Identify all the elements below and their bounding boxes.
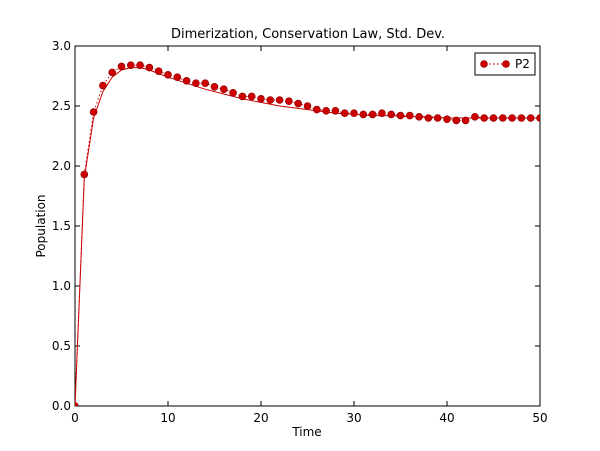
series-group bbox=[75, 61, 540, 406]
data-point bbox=[275, 96, 284, 104]
data-point bbox=[498, 114, 507, 122]
data-point bbox=[405, 111, 414, 120]
x-tick-label: 30 bbox=[346, 411, 361, 425]
data-point bbox=[136, 61, 144, 69]
data-point bbox=[285, 97, 293, 105]
x-tick-label: 20 bbox=[253, 411, 268, 425]
data-point bbox=[378, 109, 386, 117]
data-point bbox=[340, 109, 349, 117]
data-point bbox=[396, 111, 405, 120]
data-point bbox=[331, 107, 340, 115]
data-point bbox=[312, 105, 321, 114]
data-point bbox=[117, 62, 126, 71]
data-point bbox=[489, 114, 498, 122]
data-point bbox=[517, 114, 526, 122]
data-point bbox=[108, 68, 116, 77]
legend-marker-right bbox=[502, 60, 510, 68]
data-point bbox=[471, 113, 479, 121]
x-axis-ticks: 0 10 20 30 40 50 bbox=[71, 46, 548, 425]
y-tick-label: 3.0 bbox=[52, 39, 71, 53]
data-point bbox=[368, 110, 377, 119]
data-point bbox=[322, 107, 330, 115]
data-point bbox=[266, 96, 275, 104]
chart-title: Dimerization, Conservation Law, Std. Dev… bbox=[171, 27, 445, 42]
data-point bbox=[154, 67, 163, 75]
y-axis-ticks: 0.0 0.5 1.0 1.5 2.0 2.5 3.0 bbox=[52, 39, 540, 413]
x-tick-label: 50 bbox=[532, 411, 547, 425]
data-point bbox=[192, 79, 200, 87]
data-point bbox=[480, 114, 489, 122]
data-point bbox=[461, 116, 470, 125]
data-point bbox=[220, 85, 228, 93]
data-point bbox=[164, 71, 172, 79]
y-tick-label: 2.0 bbox=[52, 159, 71, 173]
legend: P2 bbox=[474, 52, 536, 76]
data-point bbox=[89, 108, 98, 116]
data-point bbox=[303, 102, 312, 110]
data-point bbox=[99, 81, 107, 90]
data-point bbox=[359, 110, 368, 119]
data-point bbox=[536, 114, 540, 122]
data-point bbox=[182, 77, 191, 85]
legend-marker-left bbox=[480, 60, 488, 68]
data-point bbox=[294, 99, 303, 108]
data-point bbox=[127, 61, 135, 69]
legend-label-p2: P2 bbox=[515, 57, 530, 71]
series-layer bbox=[75, 61, 540, 406]
data-point bbox=[526, 114, 535, 122]
y-tick-label: 0.0 bbox=[52, 399, 71, 413]
data-point bbox=[415, 113, 423, 121]
data-point bbox=[424, 114, 433, 122]
data-point bbox=[201, 79, 209, 87]
data-point bbox=[145, 63, 154, 72]
x-tick-label: 0 bbox=[71, 411, 79, 425]
data-point bbox=[238, 92, 247, 101]
y-axis-title: Population bbox=[34, 194, 48, 257]
y-tick-label: 1.5 bbox=[52, 219, 71, 233]
y-tick-label: 2.5 bbox=[52, 99, 71, 113]
data-point bbox=[210, 83, 219, 91]
data-point bbox=[387, 110, 396, 119]
data-point bbox=[452, 116, 461, 125]
data-point bbox=[173, 73, 182, 81]
data-point bbox=[75, 402, 79, 406]
x-tick-label: 10 bbox=[160, 411, 175, 425]
data-point bbox=[80, 170, 89, 179]
plot-area: 0 10 20 30 40 50 0.0 0.5 1.0 1.5 2.0 2.5 3.0 bbox=[52, 39, 548, 425]
data-point bbox=[433, 114, 442, 122]
data-point bbox=[508, 114, 516, 122]
data-point bbox=[350, 109, 358, 117]
data-point bbox=[257, 95, 265, 103]
y-tick-label: 0.5 bbox=[52, 339, 71, 353]
data-point bbox=[247, 92, 256, 101]
x-tick-label: 40 bbox=[439, 411, 454, 425]
x-axis-title: Time bbox=[291, 425, 321, 439]
y-tick-label: 1.0 bbox=[52, 279, 71, 293]
data-point bbox=[443, 115, 451, 123]
data-point bbox=[229, 89, 237, 97]
